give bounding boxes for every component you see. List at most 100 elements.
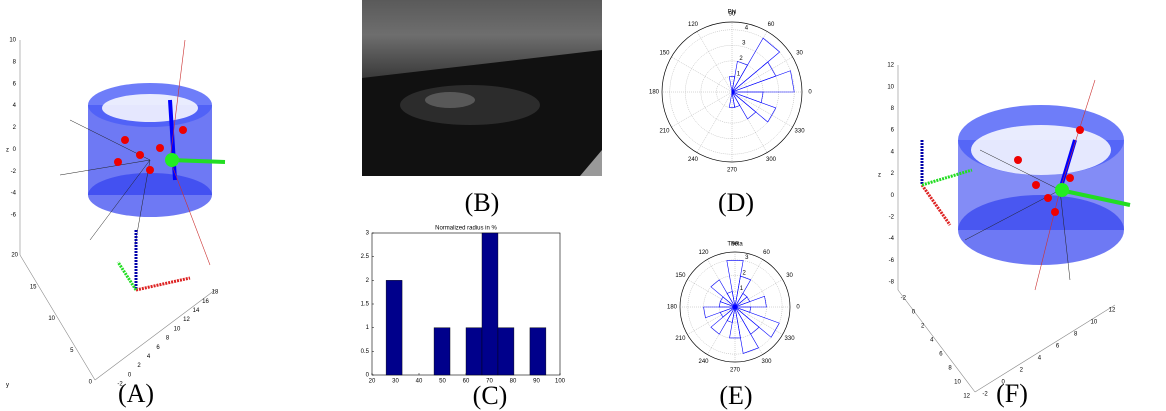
tick-label: -4 <box>11 191 17 197</box>
tick-label: 0 <box>912 310 916 316</box>
angle-tick-label: 30 <box>786 273 793 279</box>
panel-label: (A) <box>118 379 154 408</box>
panel-label: (B) <box>465 188 500 217</box>
y-tick-label: 0.5 <box>361 349 370 355</box>
axis-label: y <box>6 383 9 389</box>
angle-tick-label: 30 <box>796 51 803 57</box>
tick-label: 8 <box>1074 332 1078 338</box>
tick-label: 2 <box>137 363 141 369</box>
r-tick-label: 3 <box>742 41 746 47</box>
tick-label: 10 <box>174 326 181 332</box>
panel-label: (D) <box>718 188 754 217</box>
angle-tick-label: 90 <box>729 12 736 18</box>
bar <box>497 327 515 376</box>
x-tick-label: 80 <box>510 379 517 385</box>
tick-label: 6 <box>1056 344 1060 350</box>
tick-label: 6 <box>939 352 943 358</box>
angle-tick-label: 300 <box>761 359 772 365</box>
r-tick-label: 3 <box>745 255 749 261</box>
angle-tick-label: 0 <box>808 90 812 96</box>
angle-tick-label: 120 <box>698 250 709 256</box>
r-tick-label: 2 <box>739 56 743 62</box>
angle-tick-label: 0 <box>796 305 800 311</box>
y-tick-label: 1.5 <box>361 302 370 308</box>
tick-label: 4 <box>1038 356 1042 362</box>
tick-label: 0 <box>128 372 132 378</box>
tick-label: 2 <box>891 171 895 177</box>
x-tick-label: 20 <box>369 379 376 385</box>
angle-tick-label: 180 <box>649 90 660 96</box>
y-tick-label: 2.5 <box>361 254 370 260</box>
tick-label: 20 <box>11 253 18 259</box>
angle-tick-label: 330 <box>795 129 806 135</box>
rose-wedge <box>726 260 744 308</box>
r-tick-label: 4 <box>745 25 749 31</box>
angle-tick-label: 120 <box>688 22 699 28</box>
grid-spoke <box>671 56 733 93</box>
angle-tick-label: 60 <box>763 250 770 256</box>
x-tick-label: 100 <box>555 379 566 385</box>
tick-label: 8 <box>166 336 170 342</box>
panel-b-image <box>362 0 602 176</box>
tick-label: 12 <box>963 394 970 400</box>
tick-label: 12 <box>183 317 190 323</box>
rose-wedge <box>731 91 764 104</box>
tick-label: 15 <box>30 284 37 290</box>
tick-label: 0 <box>891 193 895 199</box>
tick-label: 6 <box>891 128 895 134</box>
angle-tick-label: 150 <box>675 273 686 279</box>
x-tick-label: 50 <box>439 379 446 385</box>
angle-tick-label: 240 <box>698 359 709 365</box>
grid-spoke <box>696 31 733 93</box>
chart-title: Theta <box>727 242 743 248</box>
angle-tick-label: 270 <box>727 168 738 174</box>
bar <box>529 327 547 376</box>
tick-label: 10 <box>48 316 55 322</box>
x-tick-label: 70 <box>486 379 493 385</box>
y-tick-label: 0 <box>366 373 370 379</box>
tick-label: 8 <box>948 366 952 372</box>
angle-tick-label: 150 <box>659 51 670 57</box>
y-tick-label: 2 <box>366 278 370 284</box>
grid-spoke <box>696 91 733 153</box>
rose-wedge <box>734 306 780 338</box>
x-tick-label: 30 <box>392 379 399 385</box>
panel-label: (F) <box>996 379 1028 408</box>
tick-label: 10 <box>9 38 16 44</box>
y-tick-label: 1 <box>366 325 370 331</box>
tick-label: 0 <box>1001 380 1005 386</box>
bar <box>465 327 483 376</box>
tick-label: 0 <box>13 147 17 153</box>
grid-spoke <box>731 56 793 93</box>
angle-tick-label: 180 <box>667 305 678 311</box>
tick-label: 10 <box>887 84 894 90</box>
r-tick-label: 1 <box>737 71 741 77</box>
tick-label: -2 <box>901 296 907 302</box>
angle-tick-label: 240 <box>688 157 699 163</box>
tick-label: -6 <box>889 258 895 264</box>
r-tick-label: 1 <box>740 286 744 292</box>
tick-label: 10 <box>1091 320 1098 326</box>
tick-label: -4 <box>889 236 895 242</box>
chart-title: Phi <box>728 10 737 16</box>
angle-tick-label: 300 <box>766 157 777 163</box>
tick-label: 16 <box>202 299 209 305</box>
bar <box>385 280 403 376</box>
panel-label: (C) <box>473 381 508 410</box>
panel-label: (E) <box>719 381 752 410</box>
angle-tick-label: 210 <box>675 336 686 342</box>
angle-tick-label: 330 <box>785 336 796 342</box>
tick-label: 6 <box>13 81 17 87</box>
tick-label: -6 <box>11 213 17 219</box>
tick-label: 4 <box>891 149 895 155</box>
angle-tick-label: 90 <box>732 242 739 248</box>
x-tick-label: 90 <box>533 379 540 385</box>
axis-label: z <box>6 148 9 154</box>
rose-wedge <box>734 306 752 313</box>
bar <box>433 327 451 376</box>
tick-label: 4 <box>147 354 151 360</box>
x-tick-label: 40 <box>416 379 423 385</box>
rose-wedge <box>728 76 736 93</box>
tick-label: 6 <box>156 345 160 351</box>
